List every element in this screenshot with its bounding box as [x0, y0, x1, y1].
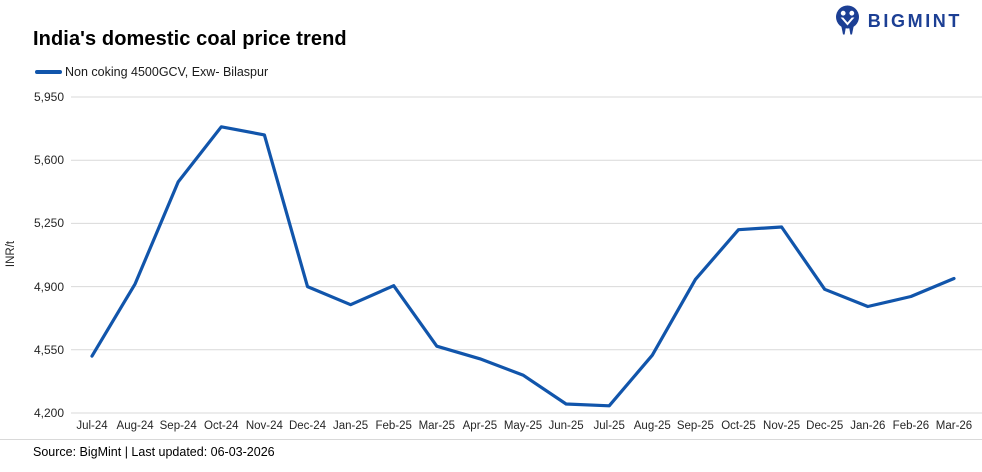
chart-legend: Non coking 4500GCV, Exw- Bilaspur: [35, 65, 268, 79]
bigmint-logo-icon: [835, 5, 859, 35]
x-tick-label: Mar-26: [935, 420, 973, 432]
footer-divider: [0, 439, 982, 440]
bigmint-logo-text: BIGMINT: [867, 10, 962, 31]
x-tick-label: Aug-25: [633, 420, 671, 432]
y-tick-label: 4,550: [33, 342, 64, 357]
source-note: Source: BigMint | Last updated: 06-03-20…: [33, 445, 275, 459]
y-tick-label: 4,200: [33, 406, 64, 420]
x-tick-label: Feb-25: [375, 420, 412, 432]
x-tick-label: Sep-24: [159, 420, 197, 432]
x-tick-label: Sep-25: [676, 420, 714, 432]
y-tick-label: 5,600: [33, 153, 64, 168]
x-tick-label: Jul-24: [76, 420, 108, 432]
legend-line-swatch: [35, 70, 62, 74]
x-tick-label: Nov-24: [245, 420, 283, 432]
y-tick-label: 4,900: [33, 279, 64, 294]
x-tick-label: Jul-25: [593, 420, 625, 432]
x-tick-label: Mar-25: [418, 420, 456, 432]
x-tick-label: May-25: [503, 420, 543, 432]
legend-label: Non coking 4500GCV, Exw- Bilaspur: [65, 65, 269, 79]
x-tick-label: Jan-25: [333, 420, 369, 432]
x-tick-label: Dec-24: [288, 420, 327, 432]
series-line: [90, 125, 956, 408]
bigmint-logo: BIGMINT: [834, 5, 962, 37]
x-tick-label: Oct-24: [204, 420, 239, 432]
x-tick-label: Apr-25: [462, 420, 498, 432]
y-axis-title: INR/t: [5, 240, 17, 268]
x-tick-label: Dec-25: [806, 420, 844, 432]
y-tick-label: 5,950: [33, 90, 64, 104]
x-tick-label: Oct-25: [721, 420, 756, 432]
chart-title: India's domestic coal price trend: [33, 28, 347, 50]
x-tick-label: Jun-25: [548, 420, 584, 432]
y-tick-label: 5,250: [33, 216, 64, 231]
x-tick-label: Feb-26: [892, 420, 930, 432]
x-tick-label: Jan-26: [850, 420, 886, 432]
x-tick-label: Nov-25: [763, 420, 801, 432]
x-tick-label: Aug-24: [116, 420, 154, 432]
